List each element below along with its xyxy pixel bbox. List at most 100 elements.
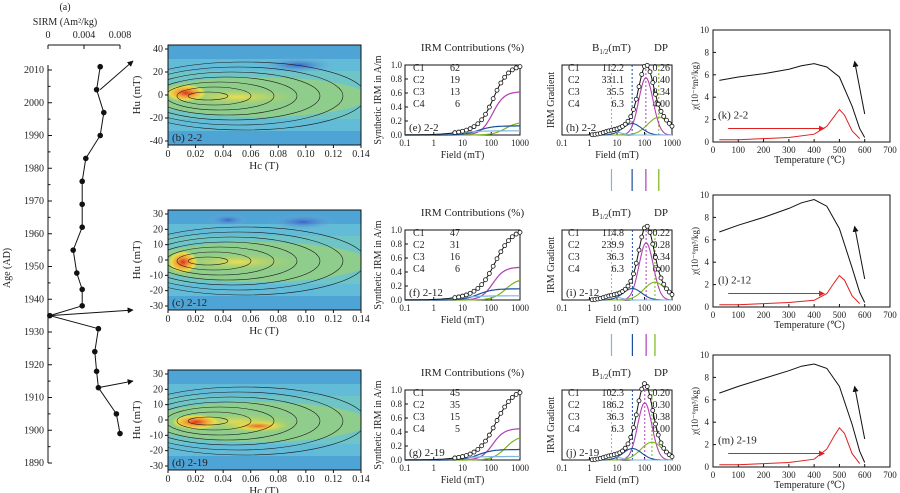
- panel-d-xlabel: Hc (T): [249, 485, 279, 493]
- panel-a-ytick-label: 1930: [24, 327, 44, 338]
- panel-i-comp-dp: 0.28: [653, 240, 671, 251]
- panel-m-xlabel: Temperature (℃): [774, 480, 845, 491]
- panel-i-data-point: [658, 275, 664, 281]
- panel-j-comp-b: 36.3: [607, 412, 625, 423]
- panel-f-ytick-label: 0.8: [391, 239, 403, 249]
- panel-g-comp-name: C1: [413, 388, 425, 399]
- panel-j-comp-name: C3: [568, 412, 580, 423]
- panel-d-xtick-label: 0: [166, 474, 171, 485]
- panel-d-label: (d) 2-19: [172, 457, 208, 469]
- panel-l-ytick-label: 8: [705, 212, 710, 222]
- panel-a-ytick-label: 1950: [24, 262, 44, 273]
- panel-m-xtick-label: 700: [883, 470, 897, 480]
- panel-g-data-point: [475, 446, 481, 452]
- panel-g-data-point: [456, 454, 462, 460]
- panel-a-ytick-label: 2010: [24, 65, 44, 76]
- panel-d-ylabel: Hu (mT): [131, 400, 143, 439]
- panel-d-ytick-label: -20: [150, 446, 163, 457]
- panel-k-frame: [712, 29, 891, 143]
- panel-i-comp-dp: 0.34: [653, 252, 671, 263]
- panel-a-ytick-label: 1890: [24, 458, 44, 469]
- panel-j-xtick-label: 1: [587, 463, 592, 473]
- panel-a-point: [93, 86, 100, 93]
- panel-f-ytick-label: 1.0: [391, 225, 403, 235]
- panel-h-dp-header: DP: [654, 42, 668, 54]
- panel-g-comp-value: 5: [455, 424, 460, 435]
- panel-e-comp-value: 19: [450, 75, 460, 86]
- panel-f-ytick-label: 0.2: [391, 281, 402, 291]
- panel-k: 0 100 200 300 400 500 600 700 0 2 4 6 8 10 Temperature…: [690, 25, 897, 166]
- panel-c-plot: [168, 210, 361, 310]
- panel-b: 0 0.02 0.04 0.06 0.08 0.10 0.12 0.14 40 20 0 -20 -40…: [131, 44, 370, 172]
- panel-m-ytick-label: 4: [705, 417, 710, 427]
- panel-h-data-point: [639, 71, 645, 77]
- panel-l-frame: [712, 194, 891, 308]
- panel-d: 0 0.02 0.04 0.06 0.08 0.10 0.12 0.14 30 20 10 0 -10 -…: [131, 369, 370, 493]
- panel-j-ylabel: IRM Gradient: [546, 397, 557, 454]
- panel-h-data-point: [644, 63, 650, 68]
- panel-m-heating-arrow: [852, 385, 866, 440]
- panel-d-ytick-label: 30: [153, 369, 163, 380]
- panel-m-ytick-label: 6: [705, 395, 710, 405]
- panel-a: (a) SIRM (Am²/kg) 0 0.004 0.008 2010 2000 1990 1…: [2, 2, 134, 469]
- panel-i-data-point: [655, 266, 661, 272]
- panel-h: B1/2(mT) DP 0.1 1 10 100 1000 Field (mT) IRM Gra…: [546, 42, 682, 191]
- panel-d-xtick-label: 0.04: [214, 474, 232, 485]
- panel-j-comp-dp: 0.30: [653, 400, 671, 411]
- panel-b-xtick-label: 0.02: [187, 149, 205, 160]
- panel-d-ytick-label: -10: [150, 430, 163, 441]
- panel-h-label: (h) 2-2: [566, 122, 596, 134]
- panel-i-ylabel: IRM Gradient: [546, 237, 557, 294]
- panel-k-ylabel: χ(10⁻⁶m³/kg): [690, 62, 700, 111]
- panel-g-title: IRM Contributions (%): [421, 367, 525, 379]
- panel-j-data-point: [658, 440, 664, 446]
- panel-f-data-point: [471, 288, 477, 294]
- panel-d-contour: [168, 386, 361, 456]
- panel-e-data-point: [460, 128, 465, 134]
- panel-k-xtick-label: 600: [858, 145, 872, 155]
- panel-h-ylabel: IRM Gradient: [546, 72, 557, 129]
- panel-k-heating-arrow: [852, 60, 866, 115]
- panel-e-comp-value: 13: [450, 87, 460, 98]
- panel-h-data-point: [669, 123, 675, 129]
- panel-m-ytick-label: 8: [705, 372, 710, 382]
- panel-d-xtick-label: 0.06: [242, 474, 260, 485]
- panel-e-xtick-label: 100: [485, 138, 499, 148]
- panel-g-comp-name: C4: [413, 424, 425, 435]
- panel-h-data-point: [647, 69, 653, 75]
- panel-f-data-point: [479, 282, 485, 288]
- panel-h-data-point: [625, 118, 631, 124]
- panel-j-label: (j) 2-19: [566, 447, 600, 459]
- panel-b-plot: [168, 45, 361, 145]
- panel-c-xtick-label: 0.14: [352, 314, 370, 325]
- panel-g-data-point: [479, 443, 485, 449]
- panel-h-comp-b: 35.5: [607, 87, 625, 98]
- panel-d-contour: [168, 401, 298, 441]
- panel-h-comp-name: C4: [568, 99, 580, 110]
- panel-a-ytick-label: 1980: [24, 163, 44, 174]
- panel-g-data-point: [502, 404, 508, 410]
- panel-a-point: [95, 384, 102, 391]
- panel-j-comp-name: C1: [568, 388, 580, 399]
- panel-b-xtick-label: 0.04: [214, 149, 232, 160]
- panel-h-comp-dp: 0.40: [653, 75, 671, 86]
- panel-e-data-point: [490, 96, 496, 102]
- panel-h-data-point: [633, 96, 639, 102]
- panel-e-data-point: [494, 87, 500, 93]
- panel-k-label: (k) 2-2: [718, 109, 748, 121]
- panel-k-xtick-label: 0: [711, 145, 716, 155]
- panel-d-ytick-label: 10: [153, 400, 163, 411]
- panel-e-comp-value: 6: [455, 99, 460, 110]
- panel-b-contour: [176, 86, 252, 106]
- panel-l-heating-curve: [719, 198, 866, 303]
- panel-m-ytick-label: 0: [705, 462, 710, 472]
- panel-a-point: [79, 201, 85, 208]
- panel-b-ytick-label: -20: [150, 113, 163, 124]
- panel-g-xtick-label: 1: [432, 463, 437, 473]
- panel-h-comp-dp: 4.00: [653, 99, 671, 110]
- panel-g-comp-value: 35: [450, 400, 460, 411]
- panel-f-label: (f) 2-12: [409, 287, 443, 299]
- panel-m-xtick-label: 100: [732, 470, 746, 480]
- panel-f-data-point: [494, 256, 500, 262]
- panel-h-data-point: [655, 101, 661, 107]
